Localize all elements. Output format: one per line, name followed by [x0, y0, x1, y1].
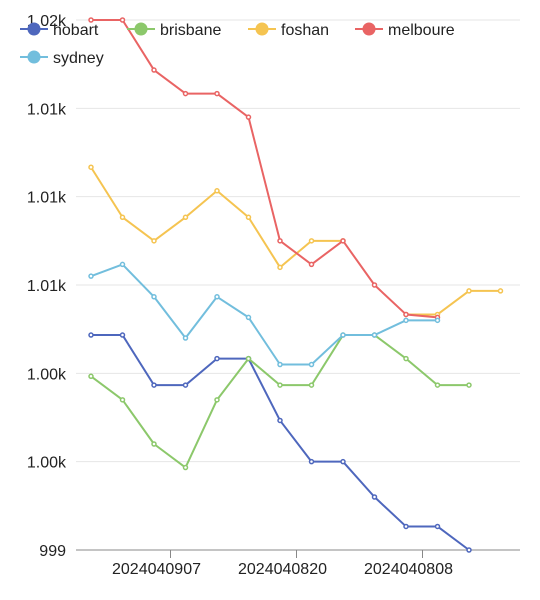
legend-label: foshan: [281, 22, 329, 39]
legend-label: sydney: [53, 50, 104, 67]
data-point: [434, 523, 441, 530]
data-point: [214, 397, 220, 403]
y-tick-label: 1.00k: [27, 366, 67, 383]
data-point: [182, 90, 189, 97]
data-point: [497, 288, 504, 294]
data-point: [182, 335, 189, 341]
data-point: [403, 311, 409, 318]
legend-label: hobart: [53, 22, 99, 39]
x-tick-label: 2024040820: [238, 561, 327, 578]
data-point: [308, 261, 315, 268]
data-point: [151, 67, 157, 73]
data-point: [182, 464, 189, 471]
series-sydney: [88, 261, 441, 368]
data-point: [277, 264, 283, 271]
data-point: [434, 317, 441, 324]
x-tick-label: 2024040907: [112, 561, 201, 578]
legend-item-melboure[interactable]: melboure: [355, 22, 455, 39]
data-point: [151, 441, 157, 447]
legend-marker: [27, 50, 41, 64]
series-line: [91, 19, 438, 319]
data-point: [340, 458, 346, 465]
data-point: [245, 114, 252, 120]
y-tick-label: 1.01k: [27, 190, 67, 207]
x-axis: 2024040907 2024040820 2024040808: [76, 549, 520, 578]
grid-lines: [76, 19, 520, 463]
legend-item-sydney[interactable]: sydney: [20, 50, 104, 67]
data-point: [119, 261, 126, 268]
data-point: [151, 294, 157, 300]
legend-marker: [134, 22, 148, 36]
legend[interactable]: hobart brisbane foshan melboure sydney: [20, 22, 455, 67]
data-point: [214, 90, 220, 97]
data-point: [245, 314, 252, 321]
x-tick-label: 2024040808: [364, 561, 453, 578]
data-point: [308, 361, 315, 368]
data-point: [277, 238, 283, 244]
data-point: [371, 494, 378, 500]
data-point: [88, 373, 94, 380]
series-line: [90, 263, 438, 366]
y-tick-label: 999: [39, 543, 66, 560]
data-point: [88, 332, 94, 338]
series-line: [406, 289, 501, 316]
legend-label: brisbane: [160, 22, 221, 39]
y-tick-label: 1.01k: [27, 101, 67, 118]
data-point: [308, 382, 315, 388]
legend-marker: [362, 22, 376, 36]
legend-item-foshan[interactable]: foshan: [248, 22, 329, 39]
series-group: [88, 17, 504, 553]
series-line: [91, 334, 470, 551]
data-point: [308, 238, 315, 244]
legend-label: melboure: [388, 22, 455, 39]
data-point: [403, 523, 409, 530]
data-point: [245, 214, 252, 221]
data-point: [88, 273, 94, 279]
data-point: [466, 547, 472, 553]
data-point: [151, 238, 157, 244]
data-point: [88, 164, 94, 170]
data-point: [466, 382, 472, 388]
series-melboure: [88, 17, 441, 321]
data-point: [182, 382, 189, 388]
data-point: [119, 332, 126, 338]
legend-marker: [27, 22, 41, 36]
data-point: [214, 294, 220, 300]
data-point: [466, 288, 472, 294]
legend-marker: [255, 22, 269, 36]
data-point: [277, 382, 283, 388]
data-point: [182, 214, 189, 221]
data-point: [245, 355, 252, 362]
data-point: [277, 361, 283, 368]
data-point: [434, 382, 441, 388]
data-point: [340, 238, 346, 244]
legend-item-hobart[interactable]: hobart: [20, 22, 99, 39]
data-point: [119, 17, 126, 23]
data-point: [214, 188, 220, 194]
data-point: [340, 332, 346, 338]
data-point: [403, 355, 409, 362]
data-point: [308, 458, 315, 465]
series-brisbane: [88, 332, 472, 471]
data-point: [277, 417, 283, 424]
data-point: [151, 382, 157, 388]
y-tick-label: 1.01k: [27, 278, 67, 295]
series-hobart: [88, 332, 472, 553]
data-point: [88, 17, 94, 23]
data-point: [403, 317, 409, 324]
data-point: [119, 397, 126, 403]
y-tick-label: 1.00k: [27, 455, 67, 472]
data-point: [119, 214, 126, 221]
data-point: [214, 355, 220, 362]
data-point: [371, 332, 378, 338]
legend-item-brisbane[interactable]: brisbane: [127, 22, 221, 39]
series-line: [90, 166, 343, 269]
series-line: [90, 334, 469, 469]
data-point: [371, 282, 378, 288]
